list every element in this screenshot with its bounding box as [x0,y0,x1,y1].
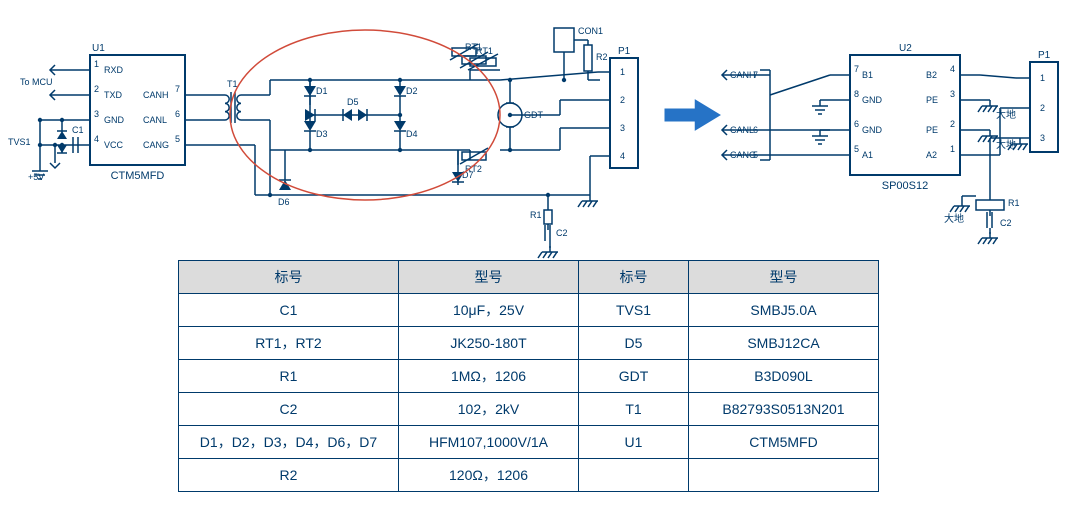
svg-text:6: 6 [854,119,859,129]
svg-text:+5V: +5V [28,172,44,182]
svg-text:R1: R1 [1008,198,1020,208]
svg-text:PE: PE [926,125,938,135]
table-row: C2102，2kVT1B82793S0513N201 [179,393,879,426]
svg-text:GND: GND [862,125,883,135]
svg-text:D1: D1 [316,86,328,96]
svg-text:7: 7 [175,84,180,94]
svg-text:3: 3 [1040,133,1045,143]
svg-text:8: 8 [854,89,859,99]
table-header: 标号 [179,261,399,294]
svg-text:VCC: VCC [104,140,124,150]
svg-text:大地: 大地 [944,212,964,225]
svg-text:GND: GND [862,95,883,105]
svg-text:CANH: CANH [143,90,169,100]
svg-text:C1: C1 [72,125,84,135]
svg-text:TXD: TXD [104,90,123,100]
svg-text:4: 4 [94,134,99,144]
svg-text:B2: B2 [926,70,937,80]
svg-text:2: 2 [620,95,625,105]
svg-text:4: 4 [950,64,955,74]
svg-text:A2: A2 [926,150,937,160]
svg-text:D2: D2 [406,86,418,96]
svg-text:3: 3 [620,123,625,133]
svg-text:GND: GND [104,115,125,125]
svg-text:RT1: RT1 [465,42,482,52]
svg-text:B1: B1 [862,70,873,80]
svg-text:大地: 大地 [996,108,1016,121]
svg-text:RXD: RXD [104,65,124,75]
svg-text:6: 6 [175,109,180,119]
svg-text:C2: C2 [1000,218,1012,228]
table-row: R2120Ω，1206 [179,459,879,492]
svg-text:P1: P1 [1038,50,1051,61]
svg-text:3: 3 [950,89,955,99]
svg-text:2: 2 [950,119,955,129]
svg-text:D5: D5 [347,97,359,107]
svg-text:U2: U2 [899,43,912,54]
svg-text:CON1: CON1 [578,26,603,36]
svg-text:CANL: CANL [143,115,167,125]
table-row: C110μF，25VTVS1SMBJ5.0A [179,294,879,327]
svg-text:D3: D3 [316,129,328,139]
svg-text:1: 1 [1040,73,1045,83]
svg-text:A1: A1 [862,150,873,160]
svg-text:1: 1 [620,67,625,77]
svg-text:5: 5 [175,134,180,144]
svg-text:CANG: CANG [143,140,169,150]
svg-text:D4: D4 [406,129,418,139]
table-row: R11MΩ，1206GDTB3D090L [179,360,879,393]
table-header: 型号 [689,261,879,294]
svg-text:To MCU: To MCU [20,77,53,87]
svg-text:3: 3 [94,109,99,119]
svg-text:R1: R1 [530,210,542,220]
table-header: 型号 [399,261,579,294]
svg-text:4: 4 [620,151,625,161]
table-row: D1，D2，D3，D4，D6，D7HFM107,1000V/1AU1CTM5MF… [179,426,879,459]
table-header: 标号 [579,261,689,294]
svg-text:1: 1 [950,144,955,154]
svg-text:1: 1 [94,59,99,69]
svg-text:2: 2 [94,84,99,94]
svg-text:C2: C2 [556,228,568,238]
table-row: RT1，RT2JK250-180TD5SMBJ12CA [179,327,879,360]
svg-text:P1: P1 [618,46,631,57]
svg-text:5: 5 [854,144,859,154]
svg-text:R2: R2 [596,52,608,62]
svg-text:D6: D6 [278,197,290,207]
svg-text:CTM5MFD: CTM5MFD [111,170,165,182]
svg-text:T1: T1 [227,79,238,89]
svg-text:2: 2 [1040,103,1045,113]
svg-text:U1: U1 [92,43,105,54]
svg-text:PE: PE [926,95,938,105]
svg-text:SP00S12: SP00S12 [882,180,928,192]
svg-text:TVS1: TVS1 [8,137,31,147]
svg-text:7: 7 [854,64,859,74]
